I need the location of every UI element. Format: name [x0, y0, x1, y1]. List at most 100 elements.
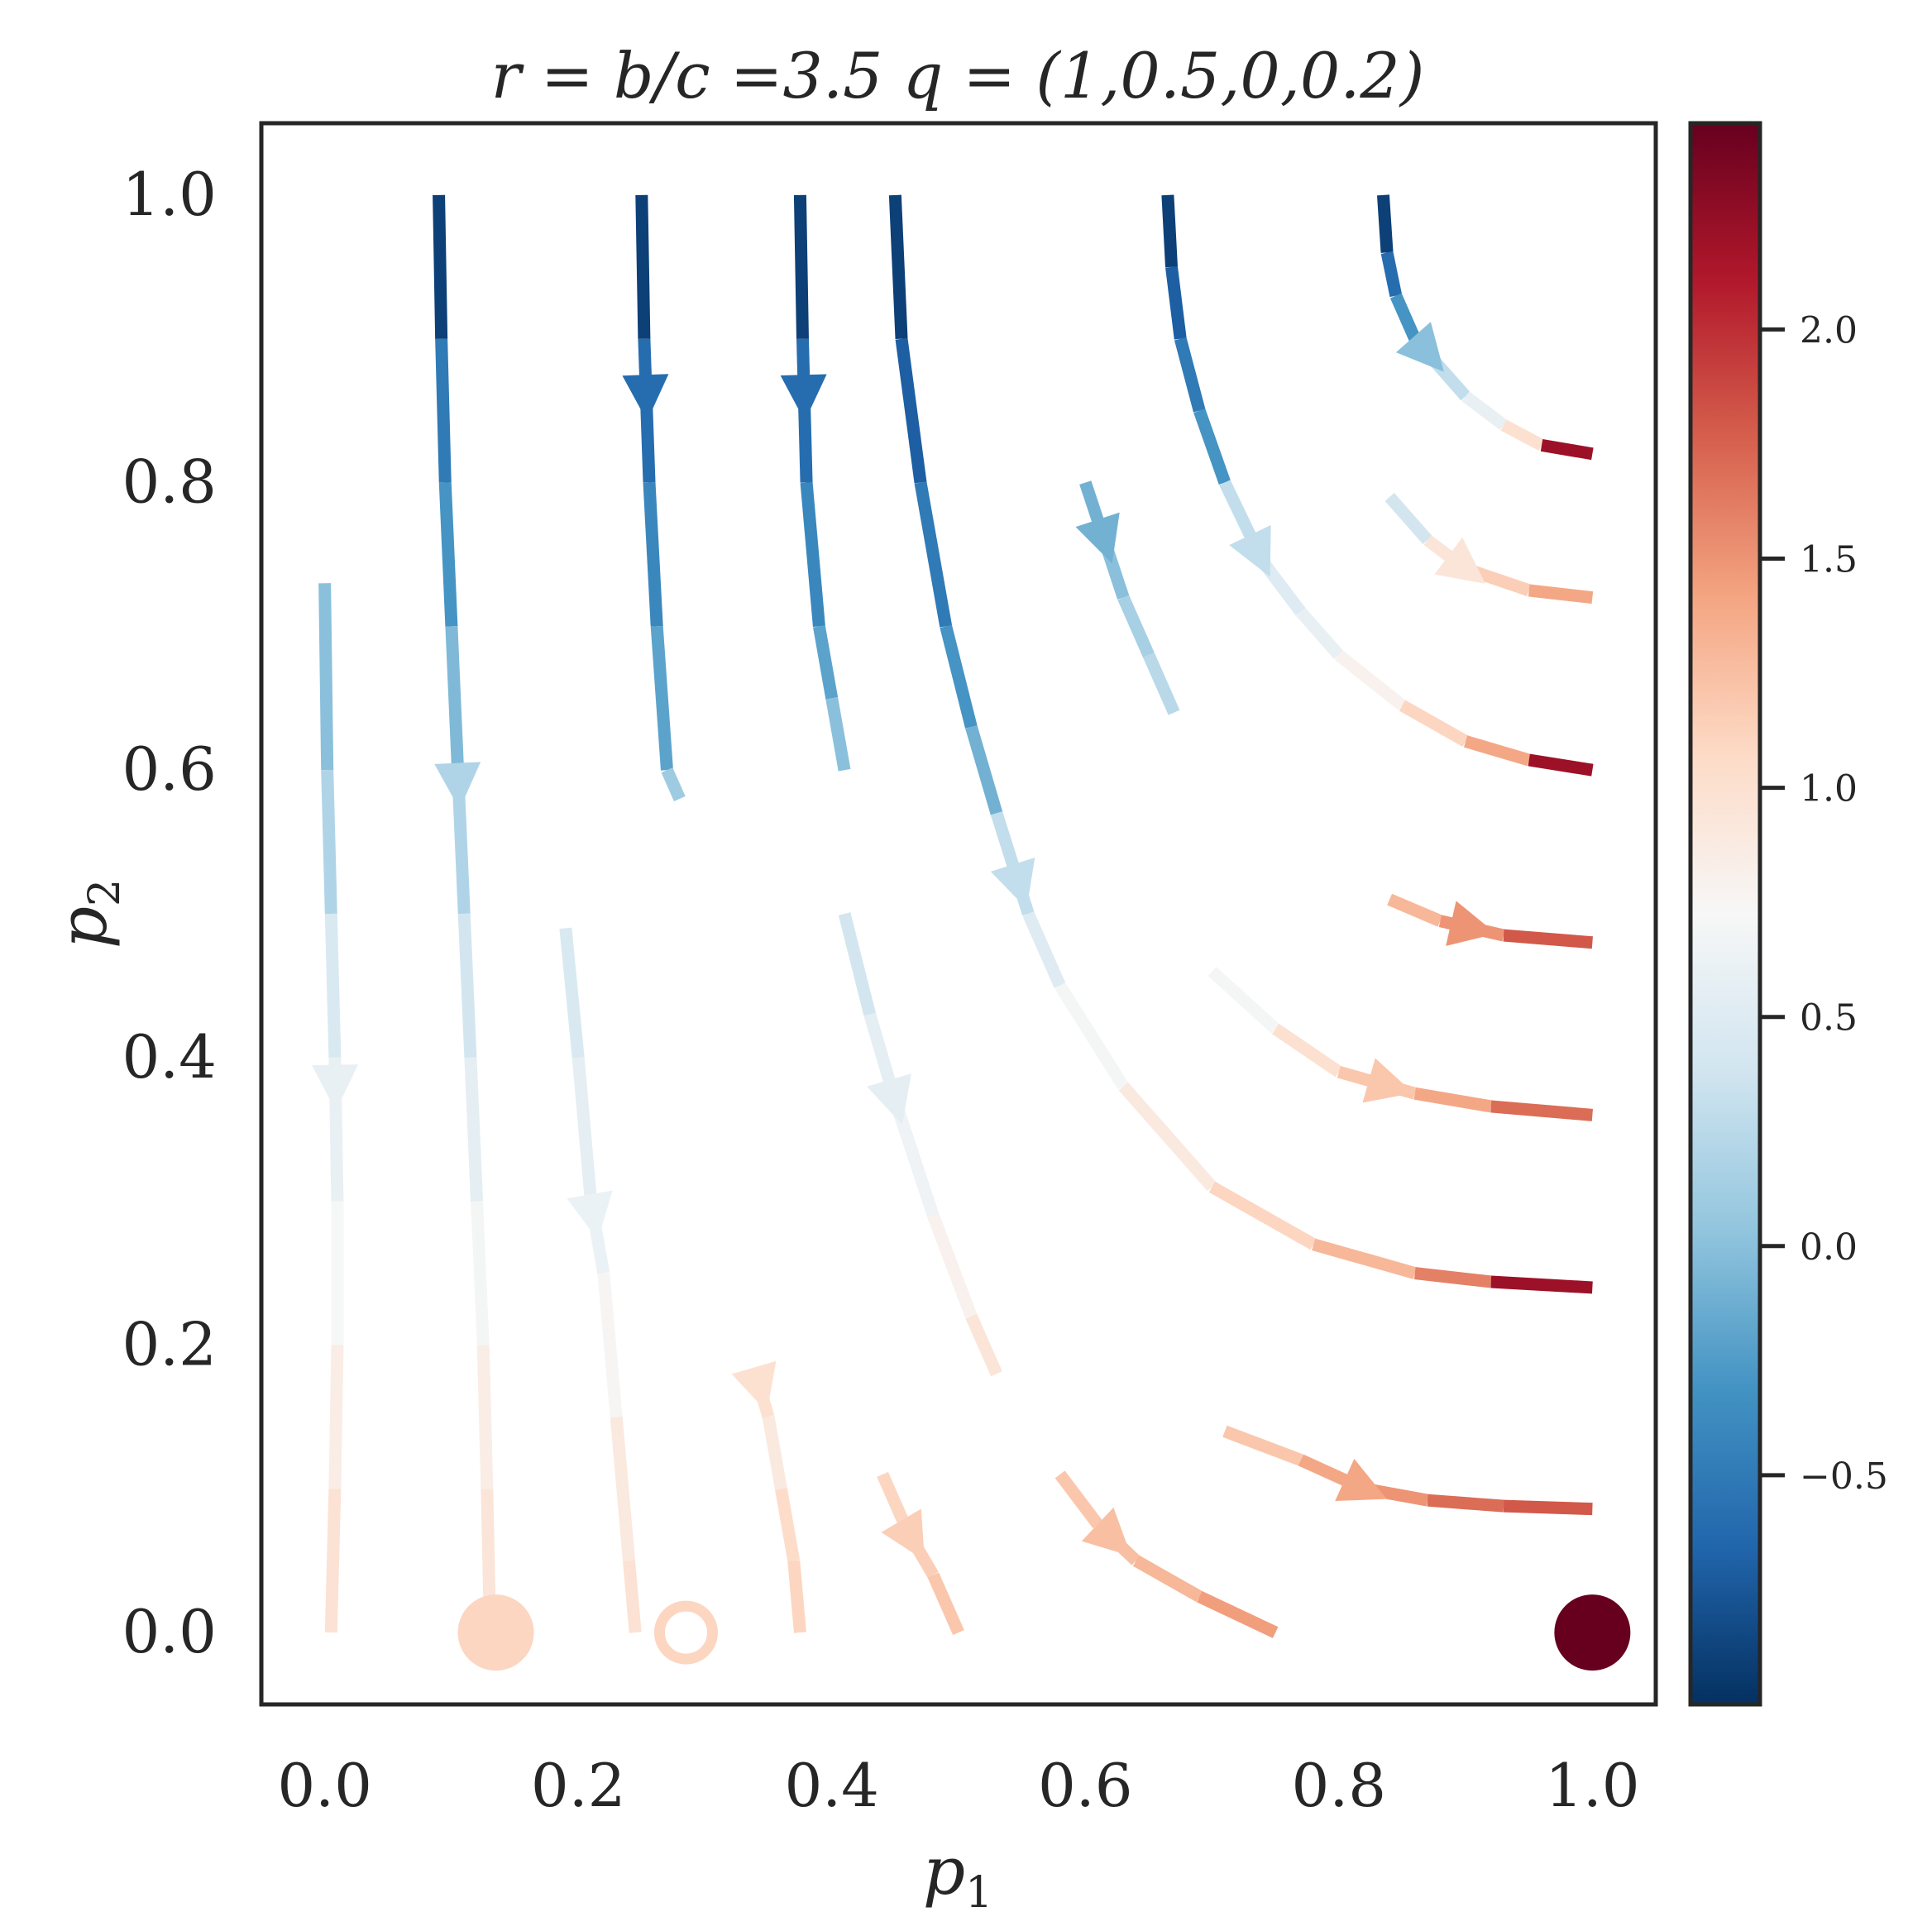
streamline-segment: [1208, 1181, 1317, 1250]
streamline-10: [1075, 480, 1180, 715]
y-axis-label: p2: [45, 879, 130, 949]
streamline-segment: [1118, 1082, 1217, 1192]
colorbar-tick-label: 1.0: [1800, 768, 1858, 810]
streamline-segment: [635, 194, 651, 339]
streamline-segment: [1528, 584, 1594, 605]
streamline-segment: [643, 482, 663, 627]
streamline-segment: [476, 1345, 494, 1489]
streamline-arrow: [1081, 1507, 1131, 1556]
streamline-segment: [650, 625, 673, 771]
streamline-arrow: [1362, 1058, 1413, 1103]
streamline-3: [888, 194, 1593, 1294]
x-tick-label: 0.8: [1292, 1751, 1387, 1820]
x-tick-label: 0.4: [784, 1751, 879, 1820]
streamline-segment: [888, 194, 908, 340]
streamline-segment: [1296, 608, 1344, 660]
streamline-arrow: [312, 1064, 359, 1111]
y-tick-label: 1.0: [122, 160, 217, 229]
streamline-segment: [787, 1560, 806, 1633]
streamline-8: [731, 1360, 806, 1633]
colorbar-tick-label: 1.5: [1800, 538, 1858, 581]
streamline-7: [559, 927, 642, 1633]
streamline-9: [838, 912, 1002, 1377]
streamline-segment: [800, 481, 825, 628]
streamline-segment: [1461, 391, 1508, 431]
chart-title: r = b/c =3.5 q = (1,0.5,0,0.2): [491, 39, 1425, 112]
streamline-segment: [965, 1313, 1002, 1377]
streamline-segment: [927, 1213, 978, 1319]
streamline-segment: [318, 583, 334, 771]
streamline-arrow: [1335, 1459, 1387, 1502]
streamline-segment: [1335, 650, 1407, 710]
streamline-segment: [1054, 982, 1129, 1090]
streamline-segment: [1022, 911, 1066, 988]
streamline-segment: [435, 338, 452, 483]
streamline-segment: [1490, 1100, 1593, 1121]
streamline-segment: [328, 1345, 344, 1489]
x-tick-label: 1.0: [1545, 1751, 1640, 1820]
x-axis-label: p1: [923, 1833, 992, 1918]
streamline-segment: [1161, 194, 1178, 268]
streamline-segment: [471, 1201, 490, 1345]
streamline-segment: [762, 1416, 787, 1490]
streamline-2: [780, 194, 851, 772]
streamline-arrow: [1446, 901, 1497, 946]
streamline-segment: [1540, 438, 1594, 461]
streamline-segment: [775, 1487, 801, 1562]
streamline-16: [1054, 1470, 1279, 1638]
x-tick-label: 0.6: [1038, 1751, 1133, 1820]
streamline-segment: [1413, 1267, 1492, 1288]
y-tick-label: 0.0: [122, 1597, 217, 1666]
streamline-segment: [597, 1272, 623, 1418]
y-tick-label: 0.2: [122, 1309, 217, 1379]
streamline-arrow: [622, 374, 669, 422]
streamline-segment: [623, 1560, 642, 1633]
y-tick-label: 0.4: [122, 1022, 217, 1092]
streamline-segment: [1117, 595, 1155, 658]
streamline-segment: [940, 624, 978, 729]
streamline-segment: [610, 1416, 635, 1561]
streamline-segment: [1503, 1499, 1593, 1516]
streamline-segment: [445, 626, 465, 771]
streamline-segment: [1222, 1425, 1303, 1466]
colorbar-tick-label: 0.0: [1800, 1226, 1858, 1269]
streamline-segment: [927, 1572, 964, 1636]
streamline-segment: [1271, 1023, 1343, 1078]
streamline-segment: [324, 913, 342, 1059]
streamline-segment: [661, 767, 686, 801]
streamline-segment: [1197, 1590, 1279, 1638]
x-axis-ticks: 0.0 0.2 0.4 0.6 0.8 1.0: [277, 1751, 1639, 1820]
y-tick-label: 0.8: [122, 447, 217, 517]
streamline-segment: [1143, 652, 1180, 715]
streamline-segment: [438, 482, 458, 627]
streamline-arrow: [1229, 524, 1271, 577]
streamline-segment: [1384, 492, 1432, 545]
streamline-segment: [1132, 1555, 1203, 1603]
streamline-segment: [464, 1057, 484, 1202]
streamline-segment: [793, 194, 809, 339]
streamline-segment: [1427, 1494, 1504, 1513]
streamline-6: [312, 583, 359, 1633]
streamline-segment: [1165, 265, 1187, 340]
streamline-segment: [481, 1489, 496, 1604]
streamline-segment: [825, 696, 851, 772]
x-tick-label: 0.0: [277, 1751, 372, 1820]
streamline-segment: [1208, 966, 1280, 1034]
streamline-segment: [1193, 409, 1231, 485]
streamline-arrow: [731, 1360, 777, 1412]
colorbar-tick-label: 2.0: [1800, 309, 1858, 351]
streamline-arrow: [567, 1190, 613, 1240]
streamline-segment: [321, 769, 337, 915]
streamline-segment: [1463, 735, 1531, 767]
streamlines: [312, 194, 1594, 1638]
streamline-segment: [1312, 1238, 1417, 1279]
streamline-segment: [1054, 1470, 1103, 1529]
plot-frame: [259, 121, 1658, 1707]
streamline-segment: [433, 194, 448, 339]
streamline-segment: [965, 724, 1003, 815]
streamline-segment: [457, 913, 477, 1059]
streamline-arrow: [1395, 322, 1444, 372]
streamline-segment: [1528, 753, 1594, 777]
streamline-segment: [1376, 194, 1394, 253]
streamline-1: [622, 194, 686, 801]
